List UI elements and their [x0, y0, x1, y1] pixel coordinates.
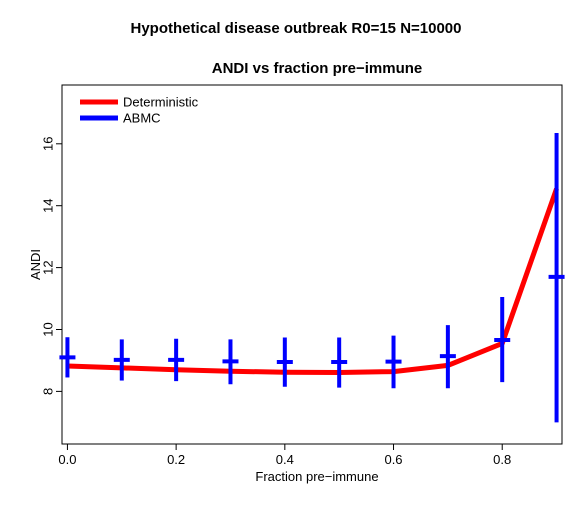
series-line-deterministic [67, 187, 559, 376]
plot-frame [61, 84, 563, 445]
y-tick-label: 14 [41, 198, 56, 212]
x-tick-label: 0.2 [167, 452, 185, 467]
y-tick-label: 12 [41, 260, 56, 274]
y-tick-label: 10 [41, 322, 56, 336]
x-axis: 0.0 0.2 0.4 0.6 0.8 [58, 444, 511, 467]
y-tick-label: 8 [41, 388, 56, 395]
x-tick-label: 0.8 [493, 452, 511, 467]
y-axis: 8 10 12 14 16 [41, 137, 62, 395]
x-tick-label: 0.0 [58, 452, 76, 467]
x-tick-label: 0.4 [276, 452, 294, 467]
y-tick-label: 16 [41, 137, 56, 151]
x-tick-label: 0.6 [384, 452, 402, 467]
chart-title: ANDI vs fraction pre−immune [212, 60, 422, 77]
y-axis-label: ANDI [28, 249, 43, 280]
legend: Deterministic ABMC [80, 95, 199, 126]
series-layer [59, 132, 565, 423]
legend-label-deterministic: Deterministic [123, 95, 199, 110]
x-axis-label: Fraction pre−immune [255, 469, 378, 484]
figure-suptitle: Hypothetical disease outbreak R0=15 N=10… [131, 20, 462, 37]
legend-label-abmc: ABMC [123, 111, 161, 126]
